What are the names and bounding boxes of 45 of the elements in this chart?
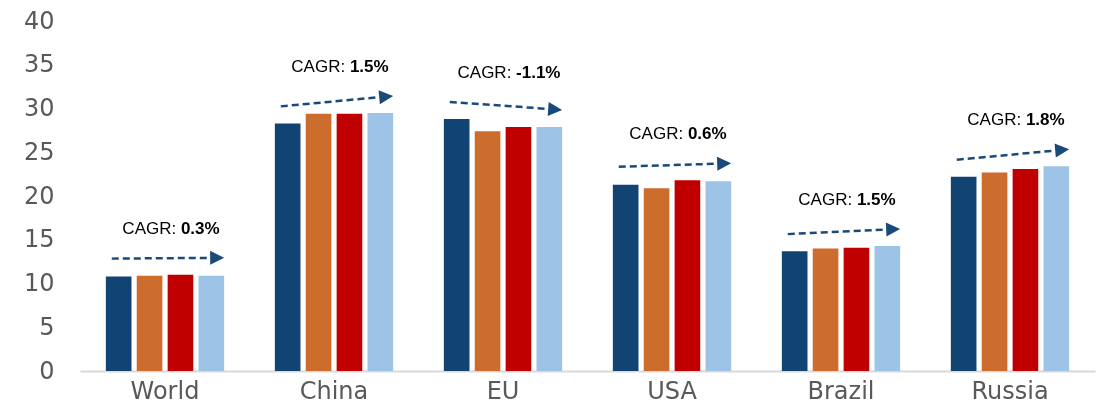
- bar: [336, 113, 363, 371]
- bar: [443, 119, 470, 371]
- bar: [536, 126, 563, 371]
- bar: [812, 248, 839, 371]
- y-tick-label: 20: [23, 181, 55, 210]
- bar: [474, 131, 501, 371]
- bar: [950, 176, 977, 371]
- annotation: CAGR: 0.6%: [629, 124, 727, 144]
- bar: [612, 184, 639, 371]
- annotation: CAGR: 1.8%: [967, 110, 1065, 130]
- x-tick-label: World: [130, 376, 200, 405]
- annotation: CAGR: 1.5%: [291, 56, 389, 76]
- bar: [843, 247, 870, 371]
- bar: [198, 275, 225, 371]
- bar: [305, 113, 332, 371]
- bar: [505, 126, 532, 371]
- bar: [1043, 166, 1070, 371]
- y-tick-label: 5: [39, 312, 55, 341]
- bar: [136, 275, 163, 371]
- bar: [367, 112, 394, 371]
- x-tick-label: USA: [647, 376, 698, 405]
- x-tick-label: China: [299, 376, 369, 405]
- y-tick-label: 35: [23, 50, 55, 79]
- x-tick-label: Russia: [971, 376, 1049, 405]
- bar: [1012, 168, 1039, 371]
- bar: [705, 181, 732, 371]
- y-tick-label: 15: [23, 225, 55, 254]
- y-tick-label: 0: [39, 356, 55, 385]
- bar: [643, 188, 670, 371]
- bar: [167, 274, 194, 371]
- bar: [274, 123, 301, 371]
- bar: [874, 245, 901, 371]
- x-tick-label: Brazil: [807, 376, 875, 405]
- bar: [674, 180, 701, 371]
- y-tick-label: 25: [23, 137, 55, 166]
- annotation: CAGR: 0.3%: [122, 218, 220, 238]
- y-tick-label: 30: [23, 94, 55, 122]
- bar: [105, 276, 132, 371]
- y-tick-label: 40: [23, 6, 55, 35]
- annotation: CAGR: -1.1%: [457, 63, 561, 82]
- x-tick-label: EU: [486, 376, 520, 405]
- bar: [781, 251, 808, 371]
- bar: [981, 172, 1008, 371]
- y-tick-label: 10: [23, 269, 55, 297]
- annotation: CAGR: 1.5%: [798, 189, 896, 209]
